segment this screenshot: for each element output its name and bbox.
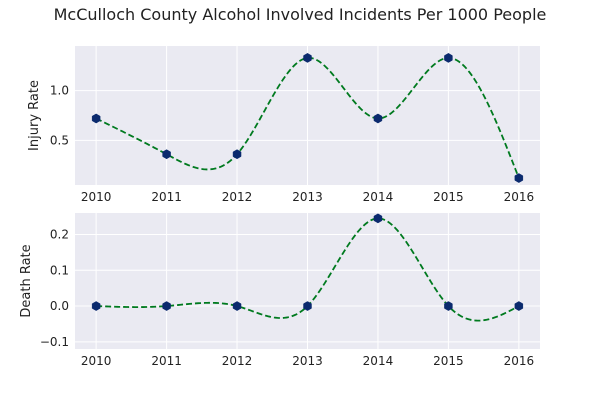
data-point [232,149,242,160]
y-tick-label: 0.2 [50,227,69,241]
y-axis-label: Death Rate [19,244,34,317]
data-point [232,301,242,311]
x-tick-label: 2013 [292,354,323,368]
x-tick-label: 2011 [151,354,182,368]
x-tick-label: 2012 [222,190,253,204]
x-tick-label: 2011 [151,190,182,204]
x-tick-label: 2012 [222,354,253,368]
x-tick-label: 2010 [81,190,112,204]
data-point [162,301,171,311]
x-tick-label: 2013 [292,190,323,204]
y-tick-label: 1.0 [50,84,69,98]
data-point [303,53,312,63]
x-tick-label: 2016 [504,190,535,204]
data-point [303,301,312,311]
data-point [514,173,524,183]
data-point [444,301,453,311]
x-tick-label: 2015 [433,190,464,204]
data-point [373,213,383,224]
x-tick-label: 2010 [81,354,112,368]
data-point [444,53,453,63]
y-tick-label: 0.5 [50,133,69,147]
chart-title: McCulloch County Alcohol Involved Incide… [53,5,547,24]
y-axis-label: Injury Rate [27,80,42,151]
data-point [162,149,171,160]
data-point [373,113,383,124]
data-point [91,113,101,124]
x-tick-label: 2014 [363,190,394,204]
data-point [514,301,524,311]
x-tick-label: 2016 [504,354,535,368]
y-tick-label: 0.1 [50,263,69,277]
data-point [91,301,101,311]
x-tick-label: 2015 [433,354,464,368]
x-tick-label: 2014 [363,354,394,368]
y-tick-label: −0.1 [40,335,69,349]
y-tick-label: 0.0 [50,299,69,313]
